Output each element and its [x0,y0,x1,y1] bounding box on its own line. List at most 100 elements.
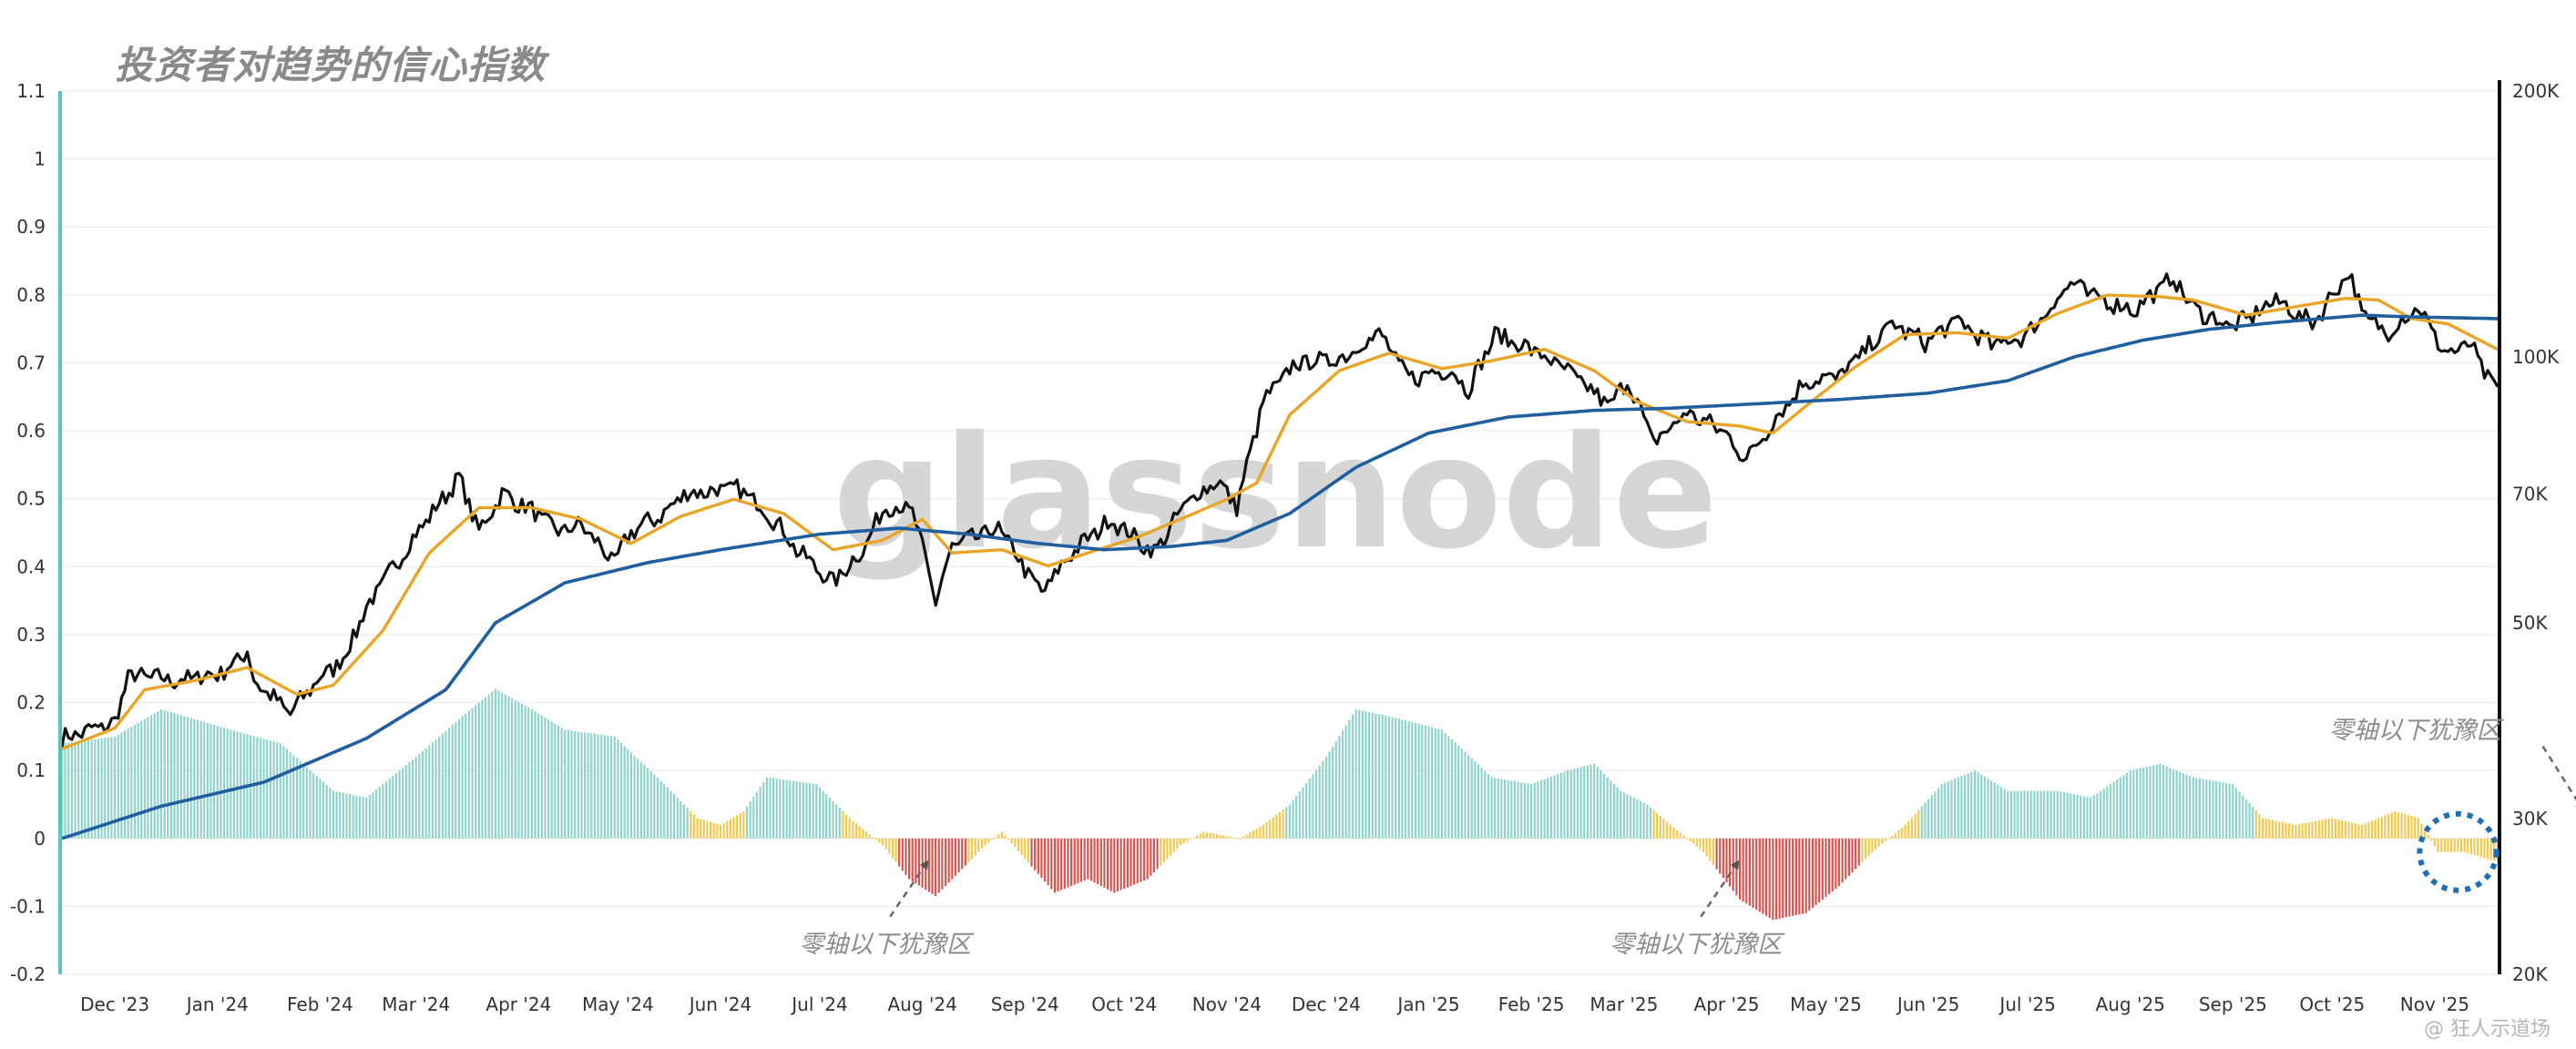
histogram-bar [1387,716,1390,839]
histogram-bar [2218,781,2221,839]
histogram-bar [805,782,808,839]
y-left-tick-label: 0.2 [16,692,46,714]
histogram-bar [2364,823,2366,839]
histogram-bar [994,837,997,839]
histogram-bar [1977,772,1979,839]
histogram-bar [2400,813,2403,839]
histogram-bar [1510,780,1513,839]
histogram-bar [583,732,587,839]
histogram-bar [2192,777,2194,839]
y-left-tick-label: 0 [34,828,46,850]
histogram-bar [1087,838,1089,880]
histogram-bar [1517,781,1519,839]
histogram-bar [779,779,782,839]
histogram-bar [1904,824,1906,839]
histogram-bar [1324,757,1327,839]
histogram-bar [1252,830,1255,839]
y-right-tick-label: 70K [2512,483,2548,504]
histogram-bar [1457,745,1460,839]
y-left-tick-label: 1 [34,148,46,170]
histogram-bar [1997,784,1999,839]
histogram-bar [408,762,411,839]
histogram-bar [1444,732,1446,839]
histogram-bar [169,712,172,839]
histogram-bar [2390,812,2393,839]
histogram-bar [2076,795,2079,839]
histogram-bar [441,733,444,839]
histogram-bar [874,838,877,840]
histogram-bar [2264,819,2267,839]
histogram-bar [2489,838,2492,861]
histogram-bar [1170,838,1172,856]
histogram-bar [1553,775,1556,839]
histogram-bar [1566,770,1569,839]
histogram-bar [1371,712,1374,839]
histogram-bar [2066,792,2069,839]
histogram-bar [789,780,792,839]
histogram-bar [2090,798,2092,839]
histogram-bar [2152,765,2155,839]
histogram-bar [619,742,623,839]
histogram-bar [1196,835,1199,839]
histogram-bar [428,745,431,839]
histogram-bar [1262,824,1264,839]
histogram-bar [1295,795,1298,839]
x-tick-label: Nov '25 [2400,993,2469,1015]
histogram-bar [1590,764,1592,839]
histogram-bar [504,694,506,839]
series-line [61,313,2498,840]
histogram-bar [1150,838,1152,876]
histogram-bar [2179,771,2182,839]
histogram-bar [494,688,497,839]
histogram-bar [610,736,613,839]
histogram-bar [864,831,867,839]
histogram-bar [802,782,804,839]
histogram-bar [167,711,169,839]
x-tick-label: Nov '24 [1192,993,1262,1015]
histogram-bar [1662,819,1665,839]
histogram-bar [2099,790,2102,839]
histogram-bar [2222,782,2224,839]
histogram-bar [2357,824,2360,839]
histogram-bar [1381,714,1384,839]
histogram-bar [1642,802,1645,839]
histogram-bar [2198,778,2202,839]
histogram-bar [210,723,212,839]
histogram-bar [1630,796,1632,839]
histogram-bar [1417,723,1420,839]
histogram-bar [461,716,464,839]
histogram-bar [1729,838,1732,887]
histogram-bar [1612,784,1616,839]
histogram-bar [2195,778,2198,839]
histogram-bar [332,790,335,839]
histogram-bar [772,778,775,839]
histogram-bar [557,725,560,839]
histogram-bar [2252,806,2254,839]
histogram-bar [894,838,897,862]
histogram-bar [507,696,510,839]
histogram-bar [1738,838,1742,900]
histogram-bar [854,823,858,839]
y-left-tick-label: 0.7 [16,351,46,373]
histogram-bar [2324,819,2327,839]
histogram-bar [1391,717,1394,839]
histogram-bar [990,838,994,840]
histogram-bar [1332,746,1334,839]
histogram-bar [1099,838,1102,886]
histogram-bar [1620,790,1622,839]
histogram-bar [2311,821,2314,839]
histogram-bar [2129,770,2131,839]
histogram-bar [1192,837,1195,839]
histogram-bar [1285,807,1288,839]
histogram-bar [935,838,937,897]
histogram-bar [455,721,457,839]
histogram-bar [911,838,914,881]
histogram-bar [1282,810,1284,839]
histogram-bar [412,759,414,839]
y-left-tick-label: 0.6 [16,420,46,442]
histogram-bar [2307,822,2310,839]
histogram-bar [256,737,259,839]
histogram-bar [1719,838,1722,874]
histogram-bar [1547,778,1549,839]
histogram-bar [1679,832,1682,839]
